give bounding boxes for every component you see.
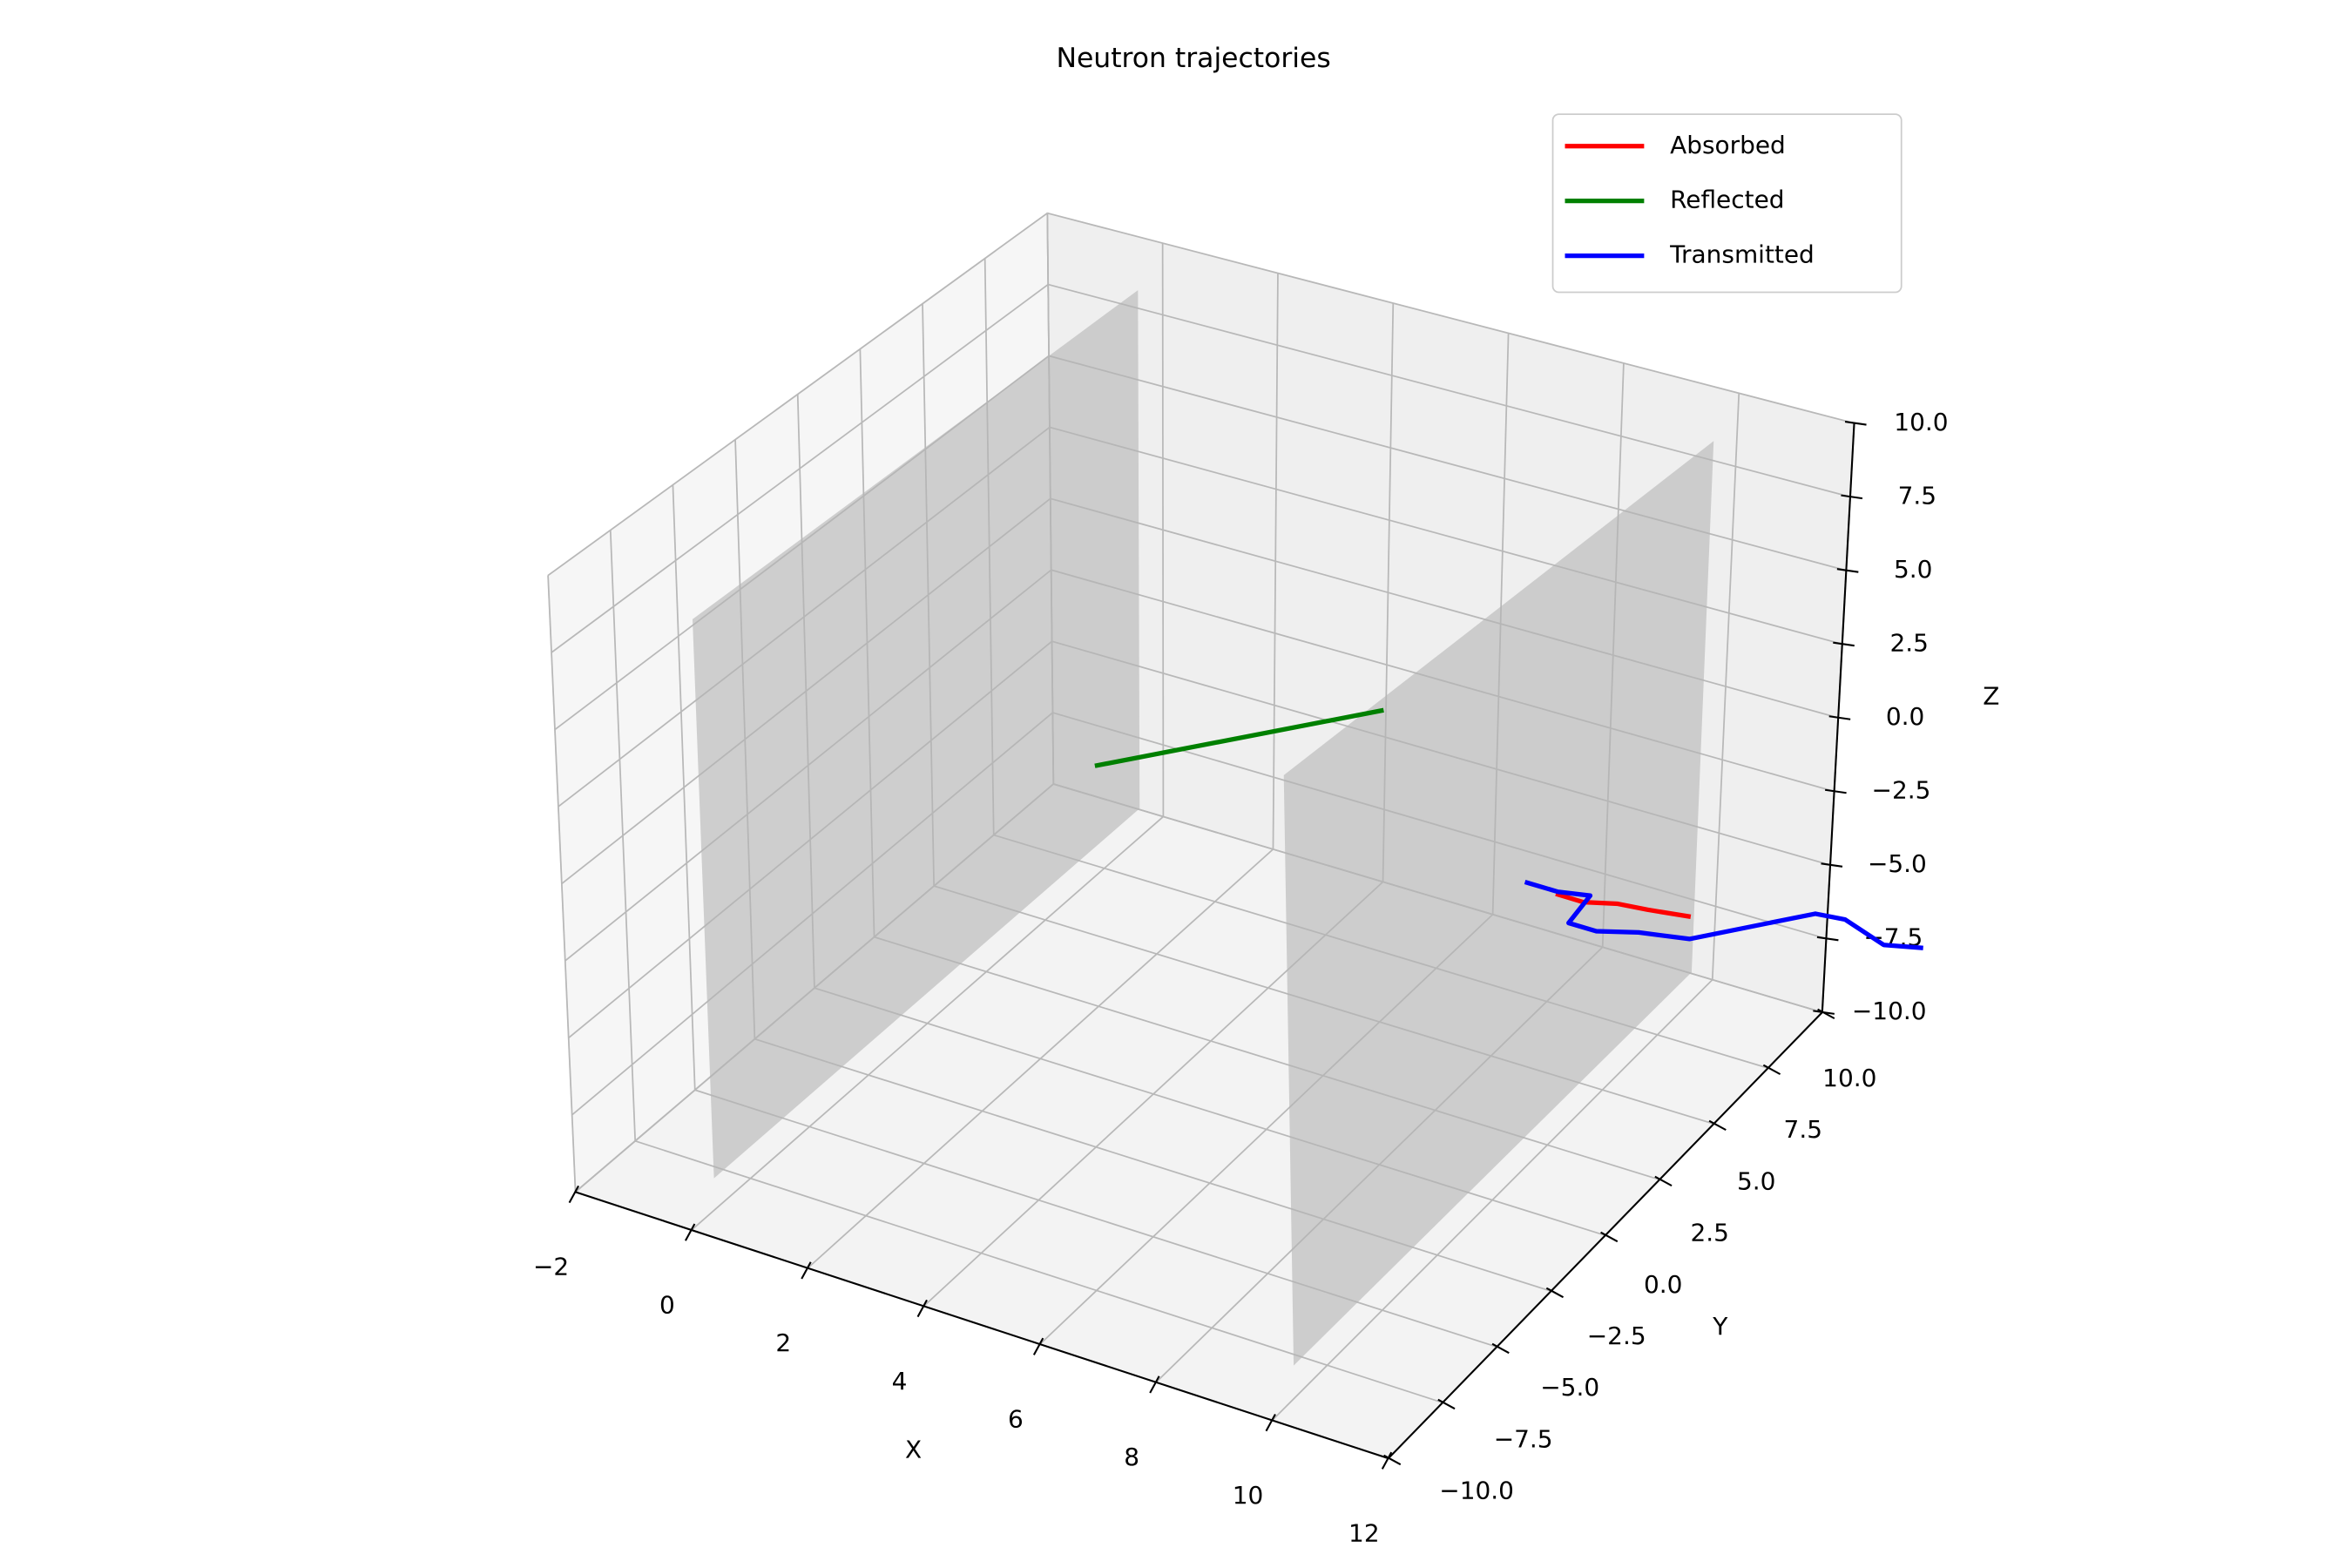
z-tick-label: 2.5 <box>1889 628 1928 657</box>
tick-mark <box>1654 1175 1673 1187</box>
y-tick-label: 7.5 <box>1784 1115 1822 1144</box>
y-tick-label: 5.0 <box>1737 1166 1775 1195</box>
legend-label: Reflected <box>1670 186 1784 214</box>
tick-mark <box>1833 641 1855 647</box>
z-tick-label: −10.0 <box>1852 997 1927 1025</box>
tick-mark <box>1762 1064 1781 1076</box>
y-tick-label: −7.5 <box>1494 1424 1553 1453</box>
grid-line <box>547 212 1048 577</box>
grid-line <box>1047 212 1855 424</box>
z-tick-label: −5.0 <box>1868 849 1927 878</box>
z-tick-label: 7.5 <box>1898 481 1936 510</box>
grid-line <box>814 987 1606 1236</box>
tick-mark <box>1491 1342 1510 1355</box>
tick-mark <box>1032 1337 1044 1355</box>
grid-line <box>754 1037 1551 1292</box>
tick-mark <box>1844 421 1867 426</box>
slab-plane <box>692 290 1140 1179</box>
tick-mark <box>1813 1010 1835 1015</box>
x-tick-label: −2 <box>533 1253 569 1281</box>
tick-mark <box>801 1261 812 1280</box>
x-tick-label: 4 <box>892 1367 908 1396</box>
z-tick-label: 10.0 <box>1894 408 1948 436</box>
tick-mark <box>1824 788 1847 794</box>
grid-line <box>1050 497 1839 719</box>
tick-mark <box>1600 1231 1619 1243</box>
y-axis-label: Y <box>1712 1312 1728 1341</box>
x-tick-label: 2 <box>775 1328 791 1357</box>
z-tick-label: −2.5 <box>1872 776 1931 805</box>
grid-line <box>694 1089 1497 1348</box>
grid-line <box>1048 355 1847 571</box>
grid-line <box>634 1139 1443 1404</box>
tick-mark <box>1816 936 1839 942</box>
y-tick-label: −5.0 <box>1540 1373 1599 1402</box>
y-tick-label: 0.0 <box>1644 1270 1682 1299</box>
x-axis <box>575 1191 1389 1460</box>
grid-line <box>874 936 1660 1180</box>
tick-mark <box>1149 1375 1160 1394</box>
tick-mark <box>1381 1451 1393 1470</box>
trajectory <box>1555 891 1692 919</box>
grid-line <box>551 283 1049 653</box>
tick-mark <box>1821 862 1843 868</box>
z-tick-label: 0.0 <box>1886 702 1924 731</box>
x-tick-label: 0 <box>659 1290 675 1319</box>
grid-line <box>1047 283 1851 498</box>
tick-mark <box>1265 1413 1276 1432</box>
tick-mark <box>1383 1454 1402 1466</box>
tick-mark <box>1708 1119 1727 1132</box>
trajectory <box>1524 880 1923 950</box>
tick-mark <box>1437 1398 1456 1410</box>
tick-mark <box>568 1185 579 1204</box>
tick-mark <box>1836 568 1859 573</box>
x-tick-label: 6 <box>1008 1404 1024 1433</box>
y-tick-label: 2.5 <box>1691 1219 1729 1247</box>
y-tick-label: −2.5 <box>1587 1321 1646 1350</box>
tick-mark <box>1545 1287 1565 1299</box>
z-tick-label: 5.0 <box>1894 555 1932 584</box>
trajectory <box>1094 707 1384 768</box>
x-tick-label: 10 <box>1233 1481 1264 1510</box>
x-tick-label: 12 <box>1348 1519 1380 1548</box>
tick-mark <box>1828 715 1851 720</box>
legend-box <box>1551 113 1903 294</box>
x-axis-label: X <box>905 1435 922 1463</box>
tick-mark <box>1817 1008 1835 1020</box>
y-tick-label: −10.0 <box>1439 1477 1514 1505</box>
y-tick-label: 10.0 <box>1822 1064 1876 1092</box>
legend-label: Absorbed <box>1670 131 1786 159</box>
grid-line <box>1049 426 1843 645</box>
legend-label: Transmitted <box>1669 240 1815 269</box>
chart-title: Neutron trajectories <box>1056 43 1330 74</box>
tick-mark <box>1841 494 1863 500</box>
z-axis-label: Z <box>1983 681 1999 710</box>
slab-plane <box>1283 441 1714 1366</box>
tick-mark <box>684 1223 696 1241</box>
x-tick-label: 8 <box>1124 1443 1139 1471</box>
tick-mark <box>916 1299 928 1318</box>
